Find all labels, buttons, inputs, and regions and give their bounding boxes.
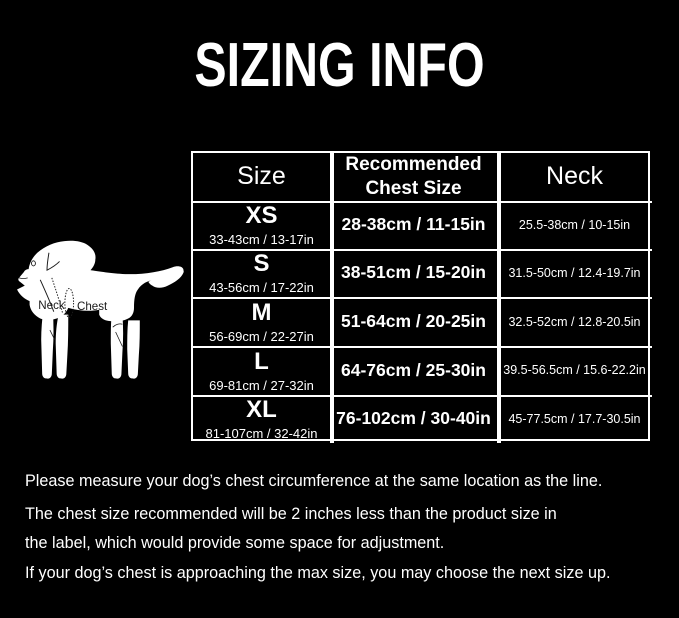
svg-text:Neck: Neck <box>38 299 65 312</box>
svg-text:Chest: Chest <box>77 300 108 313</box>
